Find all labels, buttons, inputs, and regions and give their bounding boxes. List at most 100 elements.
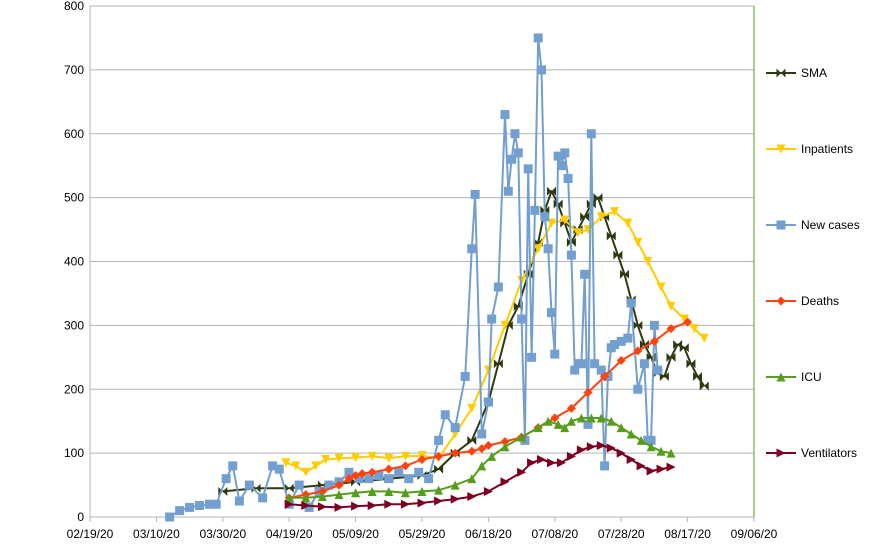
data-point (626, 455, 636, 465)
data-point (553, 419, 563, 429)
data-point (400, 488, 410, 498)
data-point (440, 410, 450, 420)
data-point (244, 480, 254, 490)
data-point (467, 474, 477, 484)
data-point (610, 207, 620, 217)
data-point (600, 371, 610, 381)
data-point (639, 359, 649, 369)
data-point (613, 250, 623, 260)
data-point (699, 381, 709, 391)
y-tick-label: 700 (64, 63, 84, 77)
data-point (633, 384, 643, 394)
data-point (357, 469, 367, 479)
legend-entry: New cases (766, 218, 860, 232)
data-point (434, 451, 444, 461)
data-point (583, 387, 593, 397)
data-point (384, 464, 394, 474)
data-point (477, 444, 487, 454)
data-point (211, 499, 221, 509)
data-point (417, 455, 427, 465)
data-point (623, 333, 633, 343)
data-point (646, 435, 656, 445)
data-point (636, 461, 646, 471)
data-point (344, 467, 354, 477)
data-point (417, 498, 427, 508)
data-point (493, 282, 503, 292)
data-point (374, 470, 384, 480)
data-point (689, 324, 699, 334)
data-point (586, 413, 596, 423)
data-point (646, 442, 656, 452)
series-line (289, 321, 688, 499)
data-point (301, 467, 311, 477)
data-point (600, 461, 610, 471)
x-tick-label: 06/18/20 (465, 527, 512, 541)
data-point (274, 464, 284, 474)
data-point (281, 458, 291, 468)
data-point (467, 492, 477, 502)
x-tick-label: 07/08/20 (531, 527, 578, 541)
data-point (165, 512, 175, 522)
data-point (351, 501, 361, 511)
data-point (656, 282, 666, 292)
data-point (228, 461, 238, 471)
data-point (354, 474, 364, 484)
data-point (195, 501, 205, 511)
data-point (367, 501, 377, 511)
data-point (546, 458, 556, 468)
data-point (507, 154, 517, 164)
y-tick-label: 300 (64, 318, 84, 332)
legend: SMA Inpatients New cases Deaths ICU Ventilato… (766, 66, 860, 460)
data-point (646, 466, 656, 476)
data-point (583, 419, 593, 429)
data-point (550, 349, 560, 359)
data-point (527, 352, 537, 362)
data-point (540, 212, 550, 222)
series-ventilators (284, 440, 676, 512)
data-point (550, 413, 560, 423)
data-point (487, 314, 497, 324)
data-point (649, 336, 659, 346)
legend-marker (776, 296, 786, 306)
data-point (576, 445, 586, 455)
data-point (284, 483, 294, 493)
data-point (580, 269, 590, 279)
data-point (530, 205, 540, 215)
data-point (400, 461, 410, 471)
data-point (467, 435, 477, 445)
data-point (633, 320, 643, 330)
data-point (234, 496, 244, 506)
data-point (606, 443, 616, 453)
data-point (205, 499, 215, 509)
data-point (351, 453, 361, 463)
y-tick-label: 600 (64, 127, 84, 141)
x-tick-label: 02/19/20 (67, 527, 114, 541)
data-point (566, 250, 576, 260)
y-tick-label: 100 (64, 446, 84, 460)
data-point (566, 416, 576, 426)
data-point (679, 314, 689, 324)
data-point (543, 244, 553, 254)
data-point (566, 403, 576, 413)
legend-entry: Inpatients (766, 142, 853, 156)
data-point (334, 480, 344, 490)
data-point (679, 343, 689, 353)
legend-label: Ventilators (801, 446, 857, 460)
data-point (649, 320, 659, 330)
data-point (537, 65, 547, 75)
data-point (633, 237, 643, 247)
data-point (450, 494, 460, 504)
data-point (633, 346, 643, 356)
x-tick-label: 04/19/20 (266, 527, 313, 541)
y-tick-label: 200 (64, 382, 84, 396)
data-point (563, 173, 573, 183)
data-point (513, 148, 523, 158)
y-tick-label: 400 (64, 255, 84, 269)
series-group (165, 33, 709, 522)
data-point (626, 298, 636, 308)
data-point (334, 490, 344, 500)
data-point (304, 502, 314, 512)
legend-label: Deaths (801, 294, 839, 308)
data-point (517, 314, 527, 324)
